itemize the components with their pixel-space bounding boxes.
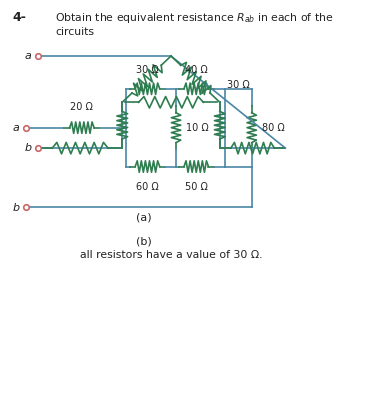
Text: b: b (12, 203, 20, 212)
Text: 80 Ω: 80 Ω (262, 123, 285, 133)
Text: 4-: 4- (13, 11, 27, 24)
Text: 30 Ω: 30 Ω (136, 65, 159, 75)
Text: 50 Ω: 50 Ω (185, 182, 208, 192)
Text: all resistors have a value of 30 Ω.: all resistors have a value of 30 Ω. (80, 251, 262, 261)
Text: 60 Ω: 60 Ω (136, 182, 159, 192)
Text: b: b (24, 143, 32, 153)
Text: (b): (b) (136, 236, 152, 246)
Text: a: a (24, 51, 32, 61)
Text: a: a (13, 123, 20, 133)
Text: 30 Ω: 30 Ω (226, 80, 249, 90)
Text: 40 Ω: 40 Ω (185, 65, 208, 75)
Text: Obtain the equivalent resistance $R_{ab}$ in each of the
circuits: Obtain the equivalent resistance $R_{ab}… (55, 11, 333, 37)
Text: 10 Ω: 10 Ω (186, 123, 209, 133)
Text: (a): (a) (136, 213, 152, 223)
Text: 20 Ω: 20 Ω (70, 102, 93, 112)
